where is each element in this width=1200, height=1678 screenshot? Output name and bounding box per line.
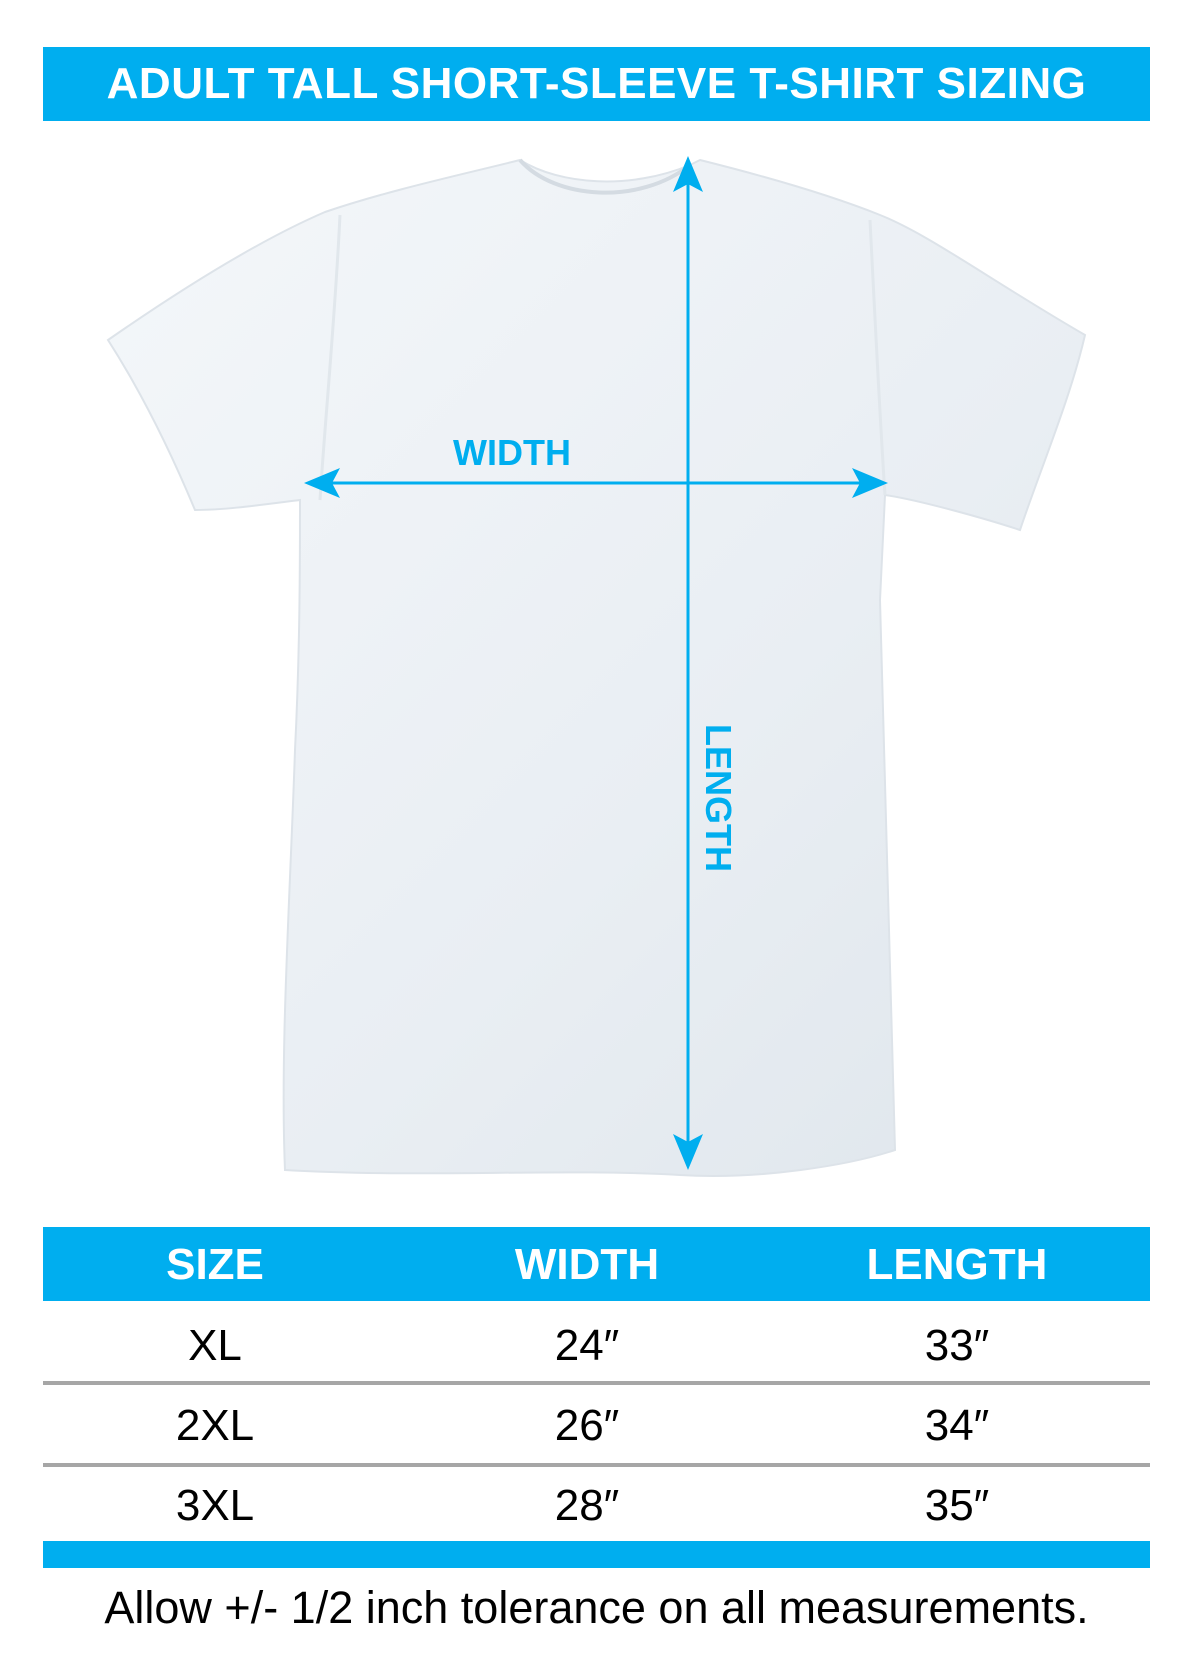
length-cell: 34″ <box>924 1401 990 1450</box>
tolerance-note: Allow +/- 1/2 inch tolerance on all meas… <box>104 1582 1089 1633</box>
size-table-header <box>43 1227 1150 1301</box>
header-width: WIDTH <box>514 1240 660 1289</box>
collar <box>518 158 692 195</box>
size-cell: XL <box>188 1321 242 1370</box>
width-cell: 26″ <box>554 1401 620 1450</box>
row-divider <box>43 1463 1150 1467</box>
length-cell: 33″ <box>924 1321 990 1370</box>
right-sleeve-seam <box>868 219 887 496</box>
header-length: LENGTH <box>866 1240 1048 1289</box>
header-size: SIZE <box>166 1240 264 1289</box>
width-label: WIDTH <box>453 432 571 473</box>
tshirt-diagram <box>106 156 1087 1177</box>
table-footer-bar <box>43 1541 1150 1568</box>
size-cell: 2XL <box>175 1401 255 1450</box>
length-arrow <box>673 156 703 1170</box>
width-cell: 28″ <box>554 1481 620 1530</box>
page-title: ADULT TALL SHORT-SLEEVE T-SHIRT SIZING <box>43 47 1150 121</box>
length-label: LENGTH <box>698 724 739 872</box>
length-cell: 35″ <box>924 1481 990 1530</box>
left-sleeve-seam <box>318 214 342 501</box>
width-arrow <box>304 468 888 498</box>
size-cell: 3XL <box>175 1481 255 1530</box>
width-cell: 24″ <box>554 1321 620 1370</box>
row-divider <box>43 1381 1150 1385</box>
tshirt-image <box>106 158 1087 1177</box>
